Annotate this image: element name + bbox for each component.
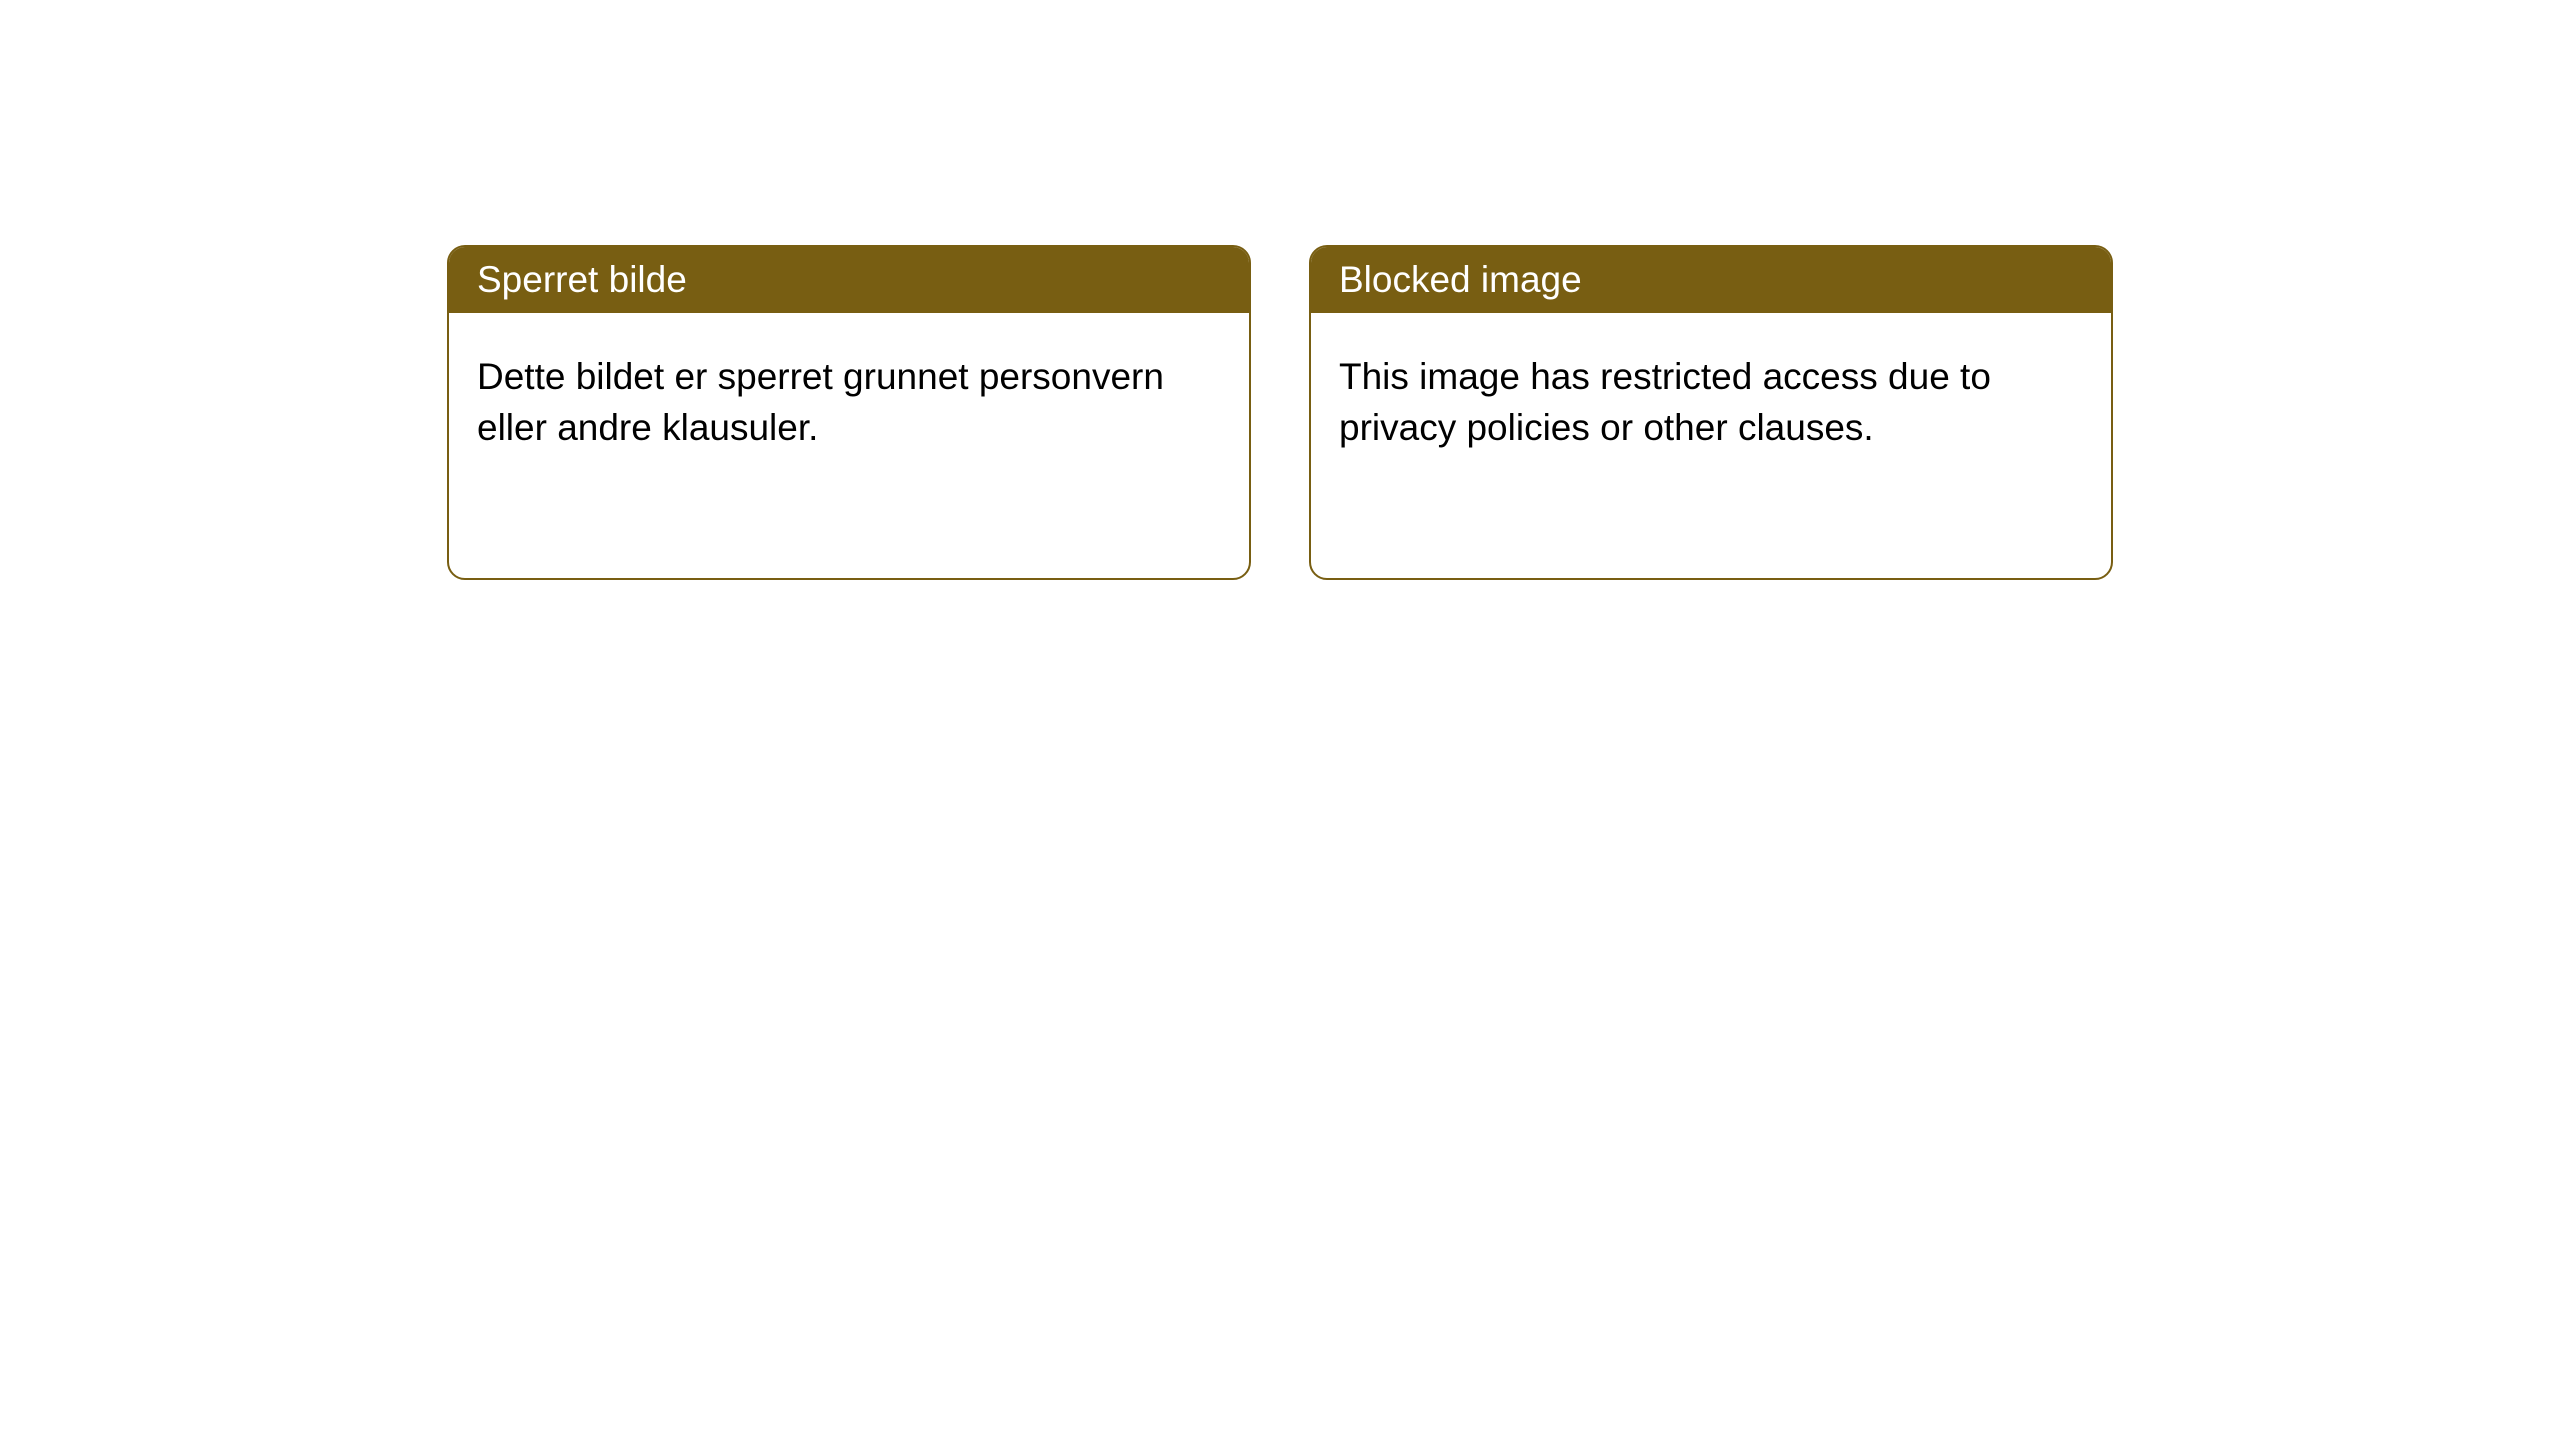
notice-container: Sperret bilde Dette bildet er sperret gr… xyxy=(0,0,2560,580)
panel-header-no: Sperret bilde xyxy=(449,247,1249,313)
panel-body-en: This image has restricted access due to … xyxy=(1311,313,2111,491)
panel-body-no: Dette bildet er sperret grunnet personve… xyxy=(449,313,1249,491)
blocked-image-panel-no: Sperret bilde Dette bildet er sperret gr… xyxy=(447,245,1251,580)
blocked-image-panel-en: Blocked image This image has restricted … xyxy=(1309,245,2113,580)
panel-header-en: Blocked image xyxy=(1311,247,2111,313)
